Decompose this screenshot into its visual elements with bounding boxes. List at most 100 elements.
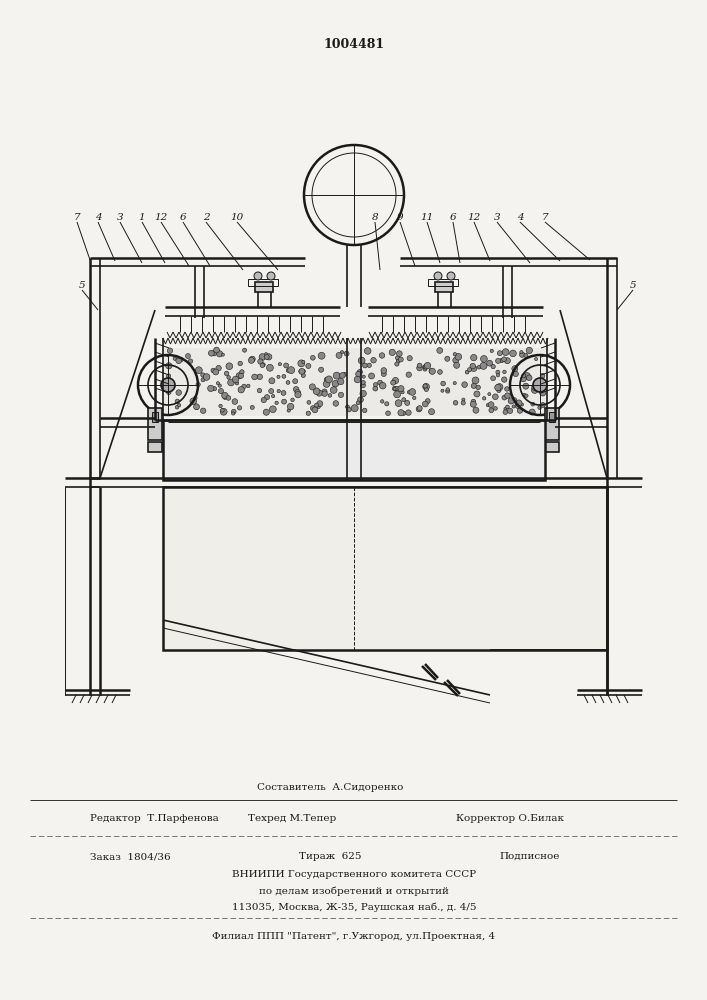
Circle shape — [298, 360, 305, 367]
Circle shape — [226, 396, 230, 400]
Circle shape — [228, 379, 234, 386]
Circle shape — [333, 372, 340, 379]
Text: 6: 6 — [180, 214, 187, 223]
Text: 3: 3 — [493, 214, 501, 223]
Text: 10: 10 — [230, 214, 244, 223]
Circle shape — [269, 406, 276, 413]
Circle shape — [258, 359, 263, 364]
Circle shape — [532, 384, 538, 391]
Text: 1: 1 — [139, 214, 146, 223]
Circle shape — [504, 407, 507, 410]
Circle shape — [505, 387, 509, 391]
Bar — [148, 408, 162, 440]
Circle shape — [269, 389, 274, 394]
Circle shape — [465, 370, 469, 374]
Circle shape — [195, 367, 202, 374]
Circle shape — [453, 353, 457, 356]
Text: Филиал ППП "Патент", г.Ужгород, ул.Проектная, 4: Филиал ППП "Патент", г.Ужгород, ул.Проек… — [212, 932, 496, 941]
Circle shape — [358, 357, 365, 364]
Circle shape — [500, 358, 504, 363]
Circle shape — [301, 373, 305, 378]
Circle shape — [394, 391, 401, 398]
Circle shape — [393, 387, 396, 391]
Circle shape — [526, 347, 532, 354]
Circle shape — [392, 377, 399, 384]
Circle shape — [453, 382, 456, 385]
Circle shape — [491, 376, 496, 381]
Circle shape — [512, 366, 518, 372]
Circle shape — [495, 384, 501, 391]
Circle shape — [447, 272, 455, 280]
Circle shape — [257, 388, 262, 393]
Circle shape — [398, 386, 404, 392]
Circle shape — [424, 388, 428, 392]
Circle shape — [357, 369, 363, 375]
Circle shape — [316, 390, 322, 396]
Circle shape — [452, 357, 459, 363]
Circle shape — [224, 371, 229, 376]
Circle shape — [407, 356, 412, 361]
Circle shape — [261, 397, 267, 403]
Circle shape — [293, 387, 299, 392]
Text: 11: 11 — [421, 214, 433, 223]
Circle shape — [467, 368, 472, 372]
Circle shape — [339, 373, 345, 378]
Circle shape — [533, 378, 547, 392]
Circle shape — [454, 362, 460, 368]
Circle shape — [330, 387, 337, 393]
Circle shape — [367, 363, 371, 367]
Circle shape — [437, 348, 443, 353]
Circle shape — [302, 370, 305, 373]
Circle shape — [503, 410, 508, 414]
Circle shape — [188, 359, 193, 363]
Circle shape — [362, 375, 366, 378]
Circle shape — [201, 378, 205, 382]
Circle shape — [391, 380, 396, 385]
Circle shape — [406, 410, 411, 415]
Circle shape — [407, 390, 411, 394]
Circle shape — [176, 390, 182, 395]
Circle shape — [473, 407, 479, 413]
Circle shape — [423, 383, 429, 390]
Circle shape — [344, 351, 349, 356]
Circle shape — [527, 375, 532, 381]
Circle shape — [252, 374, 257, 380]
Circle shape — [332, 380, 339, 387]
Circle shape — [522, 383, 529, 389]
Circle shape — [502, 395, 507, 400]
Circle shape — [397, 351, 402, 356]
Circle shape — [524, 373, 530, 379]
Circle shape — [211, 368, 216, 373]
Circle shape — [223, 395, 227, 399]
Circle shape — [281, 391, 286, 395]
Circle shape — [520, 376, 526, 382]
Circle shape — [165, 363, 172, 369]
Circle shape — [515, 401, 518, 405]
Circle shape — [233, 376, 239, 383]
Circle shape — [328, 394, 332, 397]
Circle shape — [271, 394, 275, 398]
Circle shape — [240, 370, 244, 374]
Circle shape — [250, 356, 255, 362]
Circle shape — [309, 384, 315, 390]
Circle shape — [263, 409, 269, 415]
Circle shape — [242, 384, 246, 389]
Text: Корректор О.Билак: Корректор О.Билак — [456, 814, 564, 823]
Text: 2: 2 — [203, 214, 209, 223]
Circle shape — [264, 395, 269, 400]
Circle shape — [254, 272, 262, 280]
Circle shape — [501, 377, 507, 382]
Circle shape — [194, 396, 197, 400]
Circle shape — [513, 371, 518, 377]
Circle shape — [395, 362, 399, 366]
Circle shape — [510, 350, 516, 357]
Circle shape — [232, 399, 238, 404]
Circle shape — [221, 353, 224, 356]
Circle shape — [490, 349, 493, 353]
Circle shape — [222, 392, 228, 399]
Circle shape — [503, 370, 506, 374]
Bar — [152, 412, 158, 422]
Circle shape — [476, 385, 481, 390]
Circle shape — [281, 399, 286, 404]
Circle shape — [497, 351, 502, 356]
